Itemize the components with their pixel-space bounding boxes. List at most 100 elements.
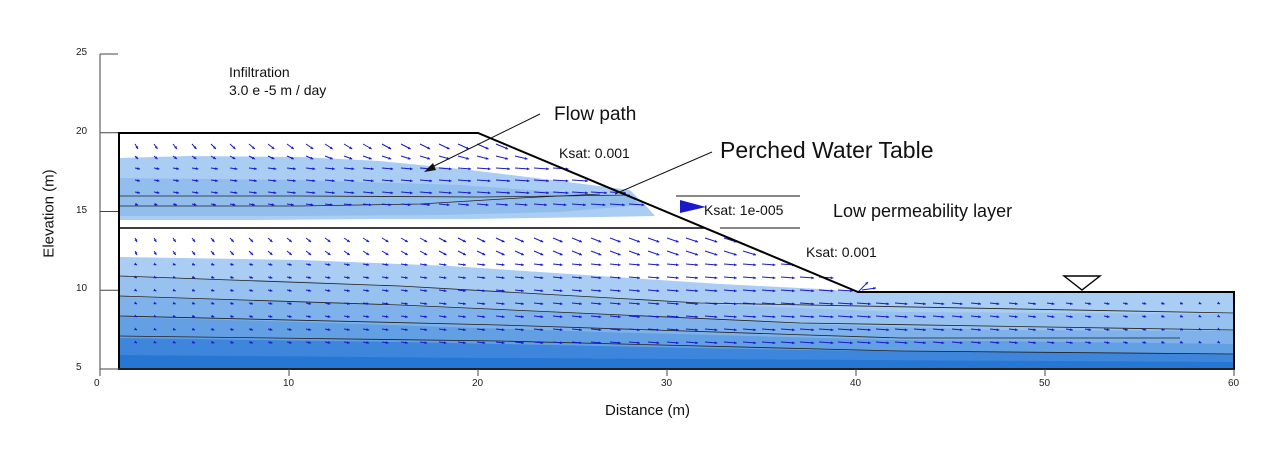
- flow-vector-440: [286, 328, 292, 331]
- flow-vector-388: [400, 315, 408, 319]
- y-axis-label: Elevation (m): [40, 169, 58, 258]
- flow-vector-75: [343, 179, 355, 183]
- contour-line-5: [118, 315, 1180, 339]
- flow-vector-204: [723, 250, 737, 256]
- flow-vector-441: [305, 328, 312, 331]
- flow-vector-217: [343, 263, 350, 266]
- flow-vector-140: [628, 203, 645, 207]
- flow-vector-117: [191, 203, 197, 206]
- flow-vector-61: [514, 167, 530, 171]
- flow-vector-171: [704, 237, 718, 243]
- flow-vector-57: [438, 167, 452, 171]
- flow-vector-390: [438, 315, 447, 319]
- flow-vector-30: [324, 155, 333, 160]
- flow-vector-234: [666, 263, 679, 267]
- flow-vector-71: [267, 179, 277, 183]
- flow-vector-474: [932, 328, 945, 332]
- flow-vector-249: [286, 276, 292, 279]
- flow-vector-296: [476, 289, 486, 293]
- flow-vector-488: [1198, 327, 1202, 331]
- flow-vector-317: [153, 301, 157, 305]
- flow-vector-38: [476, 155, 489, 160]
- flow-vector-89: [153, 191, 160, 194]
- flow-vector-8: [286, 143, 295, 150]
- flow-vector-90: [172, 191, 180, 194]
- flow-vector-445: [381, 328, 389, 332]
- flow-vector-102: [400, 191, 413, 195]
- flow-vector-543: [1141, 340, 1147, 344]
- flow-vector-87: [571, 179, 588, 183]
- flow-vector-116: [172, 202, 178, 206]
- flow-vector-92: [210, 191, 218, 195]
- flow-vector-253: [362, 276, 370, 279]
- flow-vector-493: [191, 340, 196, 344]
- flow-vector-373: [1217, 301, 1221, 305]
- flow-vector-242: [153, 275, 157, 279]
- flow-vector-454: [552, 328, 563, 332]
- flow-vector-462: [704, 328, 718, 332]
- y-tick-label: 10: [76, 283, 88, 295]
- flow-vector-498: [286, 341, 292, 344]
- seepage-vector-2: [861, 286, 877, 291]
- flow-vector-219: [381, 263, 389, 267]
- flow-vector-400: [628, 315, 641, 319]
- flow-vector-464: [742, 328, 757, 332]
- flow-vector-35: [419, 155, 431, 160]
- flow-vector-39: [495, 155, 509, 160]
- flow-vector-141: [134, 237, 138, 243]
- flow-vector-183: [324, 250, 331, 256]
- flow-vector-241: [134, 275, 138, 279]
- flow-vector-420: [1008, 315, 1018, 319]
- flow-vector-194: [533, 250, 544, 256]
- flow-vector-353: [837, 302, 853, 306]
- flow-vector-41: [134, 167, 141, 170]
- flow-vector-304: [628, 289, 641, 293]
- flow-vector-258: [457, 276, 466, 280]
- flow-vector-85: [533, 179, 550, 183]
- flow-vector-263: [552, 276, 563, 280]
- flow-vector-308: [704, 289, 718, 293]
- flow-vector-541: [1103, 341, 1110, 344]
- flow-vector-88: [134, 191, 141, 194]
- flow-vector-436: [210, 327, 215, 331]
- y-tick-label: 25: [76, 47, 88, 58]
- flow-vector-540: [1084, 341, 1092, 344]
- flow-vector-399: [609, 315, 621, 319]
- flow-vector-482: [1084, 328, 1092, 331]
- flow-vector-491: [153, 340, 157, 344]
- flow-vector-516: [628, 341, 641, 345]
- flow-vector-197: [590, 250, 602, 256]
- flow-vector-81: [457, 179, 472, 183]
- flow-vector-495: [229, 340, 234, 344]
- flow-vector-218: [362, 263, 370, 266]
- flow-vector-166: [609, 237, 621, 243]
- flow-vector-287: [305, 289, 312, 292]
- flow-vector-379: [229, 314, 234, 318]
- flow-vector-177: [210, 250, 215, 256]
- flow-vector-74: [324, 179, 335, 183]
- flow-vector-344: [666, 302, 679, 306]
- flow-vector-114: [134, 202, 139, 206]
- flow-vector-96: [286, 191, 296, 195]
- flow-vector-471: [875, 328, 890, 332]
- flow-vector-154: [381, 237, 389, 243]
- flow-vector-265: [590, 276, 602, 280]
- flow-vector-503: [381, 341, 389, 345]
- head-contours: [118, 193, 1235, 355]
- flow-vector-271: [704, 276, 718, 280]
- flow-vector-22: [172, 155, 178, 160]
- flow-vector-518: [666, 341, 679, 345]
- flow-vector-415: [913, 315, 926, 319]
- perched-outflow-arrow: [680, 200, 706, 213]
- flow-vector-244: [191, 275, 196, 279]
- flow-vector-356: [894, 302, 908, 306]
- flow-vector-327: [343, 302, 350, 305]
- flow-vector-394: [514, 315, 524, 319]
- flow-vector-525: [799, 341, 815, 345]
- flow-vector-58: [457, 167, 472, 171]
- flow-vector-201: [666, 250, 679, 256]
- flow-vector-290: [362, 289, 370, 292]
- flow-vector-396: [552, 315, 563, 319]
- flow-vector-121: [267, 203, 275, 207]
- flow-vector-385: [343, 315, 350, 318]
